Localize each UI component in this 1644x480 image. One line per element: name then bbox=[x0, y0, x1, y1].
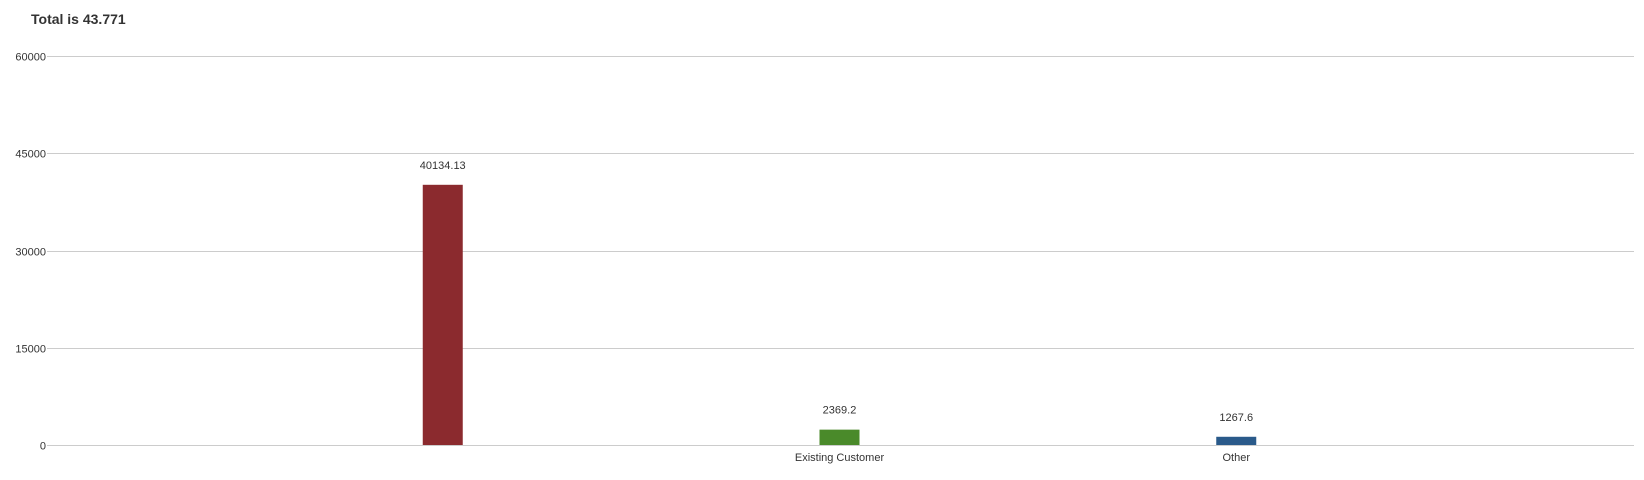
x-axis: Existing Customer Other bbox=[795, 452, 1250, 464]
y-tick-label: 45000 bbox=[15, 149, 46, 161]
bar[interactable] bbox=[1216, 436, 1257, 445]
bar[interactable] bbox=[422, 184, 463, 445]
y-tick-label: 60000 bbox=[15, 52, 46, 64]
bars bbox=[422, 184, 1257, 445]
x-tick-label: Existing Customer bbox=[795, 452, 885, 464]
data-label: 2369.2 bbox=[823, 405, 857, 417]
y-tick-label: 15000 bbox=[15, 344, 46, 356]
chart-title: Total is 43.771 bbox=[31, 11, 126, 27]
y-tick-label: 0 bbox=[40, 441, 46, 453]
bar[interactable] bbox=[819, 429, 860, 445]
data-label: 40134.13 bbox=[420, 160, 466, 172]
grid-lines bbox=[47, 56, 1634, 446]
x-tick-label: Other bbox=[1222, 452, 1250, 464]
y-tick-label: 30000 bbox=[15, 247, 46, 259]
data-label: 1267.6 bbox=[1219, 412, 1253, 424]
data-labels: 40134.13 2369.2 1267.6 bbox=[420, 160, 1253, 424]
y-axis: 0 15000 30000 45000 60000 bbox=[15, 52, 46, 453]
